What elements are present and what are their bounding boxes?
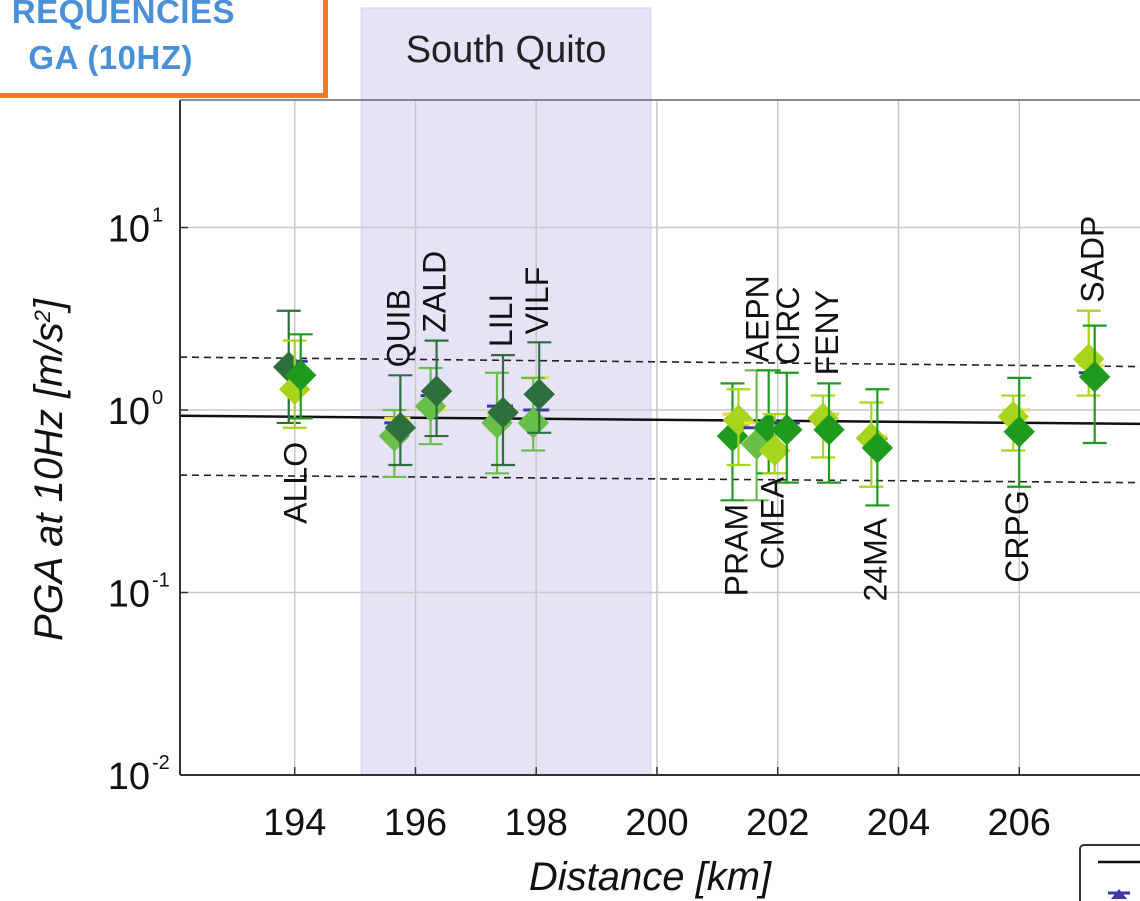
x-tick-label-198: 198 <box>505 802 568 844</box>
station-label-crpg: CRPG <box>999 490 1035 582</box>
upper-bound-line <box>179 356 1140 368</box>
data-point <box>523 378 555 410</box>
station-label-vilf: VILF <box>519 267 555 335</box>
station-label-sadp: SADP <box>1075 216 1111 303</box>
station-vilf <box>517 341 555 452</box>
y-tick-label-exp: 0 <box>152 387 163 409</box>
station-label-24ma: 24MA <box>857 517 893 601</box>
y-tick-label-base: 10 <box>108 391 150 433</box>
station-label-aepn: AEPN <box>740 275 776 362</box>
x-tick-label-194: 194 <box>263 802 326 844</box>
x-tick-label-204: 204 <box>867 802 930 844</box>
y-tick-label-base: 10 <box>108 209 150 251</box>
station-feny <box>807 382 845 484</box>
y-tick-label-exp: -1 <box>152 570 170 592</box>
shaded-region-label: South Quito <box>406 29 607 71</box>
station-cmea <box>752 369 791 475</box>
station-circ <box>771 371 803 484</box>
station-label-lili: LILI <box>483 294 519 347</box>
data-point <box>285 359 317 392</box>
station-label-circ: CIRC <box>770 287 806 365</box>
data-point <box>758 434 791 467</box>
station-zald <box>414 339 453 446</box>
station-allo <box>273 309 317 429</box>
shaded-region-south-quito <box>360 7 652 776</box>
station-label-allo: ALLO <box>278 442 314 524</box>
y-tick-label-base: 10 <box>108 756 150 798</box>
station-label-pram: PRAM <box>718 504 754 596</box>
title-box: REQUENCIES GA (10HZ) <box>0 0 328 98</box>
lower-bound-line <box>179 474 1140 484</box>
data-point <box>1078 361 1111 393</box>
y-tick-label-base: 10 <box>108 574 150 616</box>
x-tick-label-196: 196 <box>384 802 447 844</box>
station-quib <box>378 374 417 479</box>
station-label-cmea: CMEA <box>755 476 791 569</box>
station-pram <box>716 382 755 502</box>
trend-line <box>179 414 1140 426</box>
y-axis-title: PGA at 10Hz [m/s2] <box>27 298 71 641</box>
legend-blue-marker <box>1111 889 1127 899</box>
data-point <box>487 396 519 429</box>
data-point <box>813 414 845 446</box>
x-tick-label-202: 202 <box>746 802 809 844</box>
station-label-zald: ZALD <box>417 251 453 333</box>
title-line-2: GA (10HZ) <box>28 39 193 76</box>
station-sadp <box>1072 309 1111 445</box>
data-point <box>861 432 894 464</box>
data-point <box>517 407 549 439</box>
x-axis-title: Distance [km] <box>529 855 772 899</box>
x-tick-label-200: 200 <box>625 802 688 844</box>
station-label-feny: FENY <box>809 290 845 375</box>
legend-box <box>1079 844 1140 901</box>
data-point <box>384 412 417 444</box>
station-24ma <box>855 388 894 507</box>
data-point <box>1003 416 1035 448</box>
title-line-1: REQUENCIES <box>11 0 235 30</box>
y-tick-label-exp: -2 <box>152 752 170 774</box>
station-label-quib: QUIB <box>380 289 416 367</box>
station-crpg <box>997 376 1035 488</box>
x-tick-label-206: 206 <box>988 802 1051 844</box>
y-tick-label-exp: 1 <box>152 205 163 227</box>
data-point <box>420 375 453 407</box>
station-lili <box>481 354 519 475</box>
data-point <box>771 414 803 446</box>
